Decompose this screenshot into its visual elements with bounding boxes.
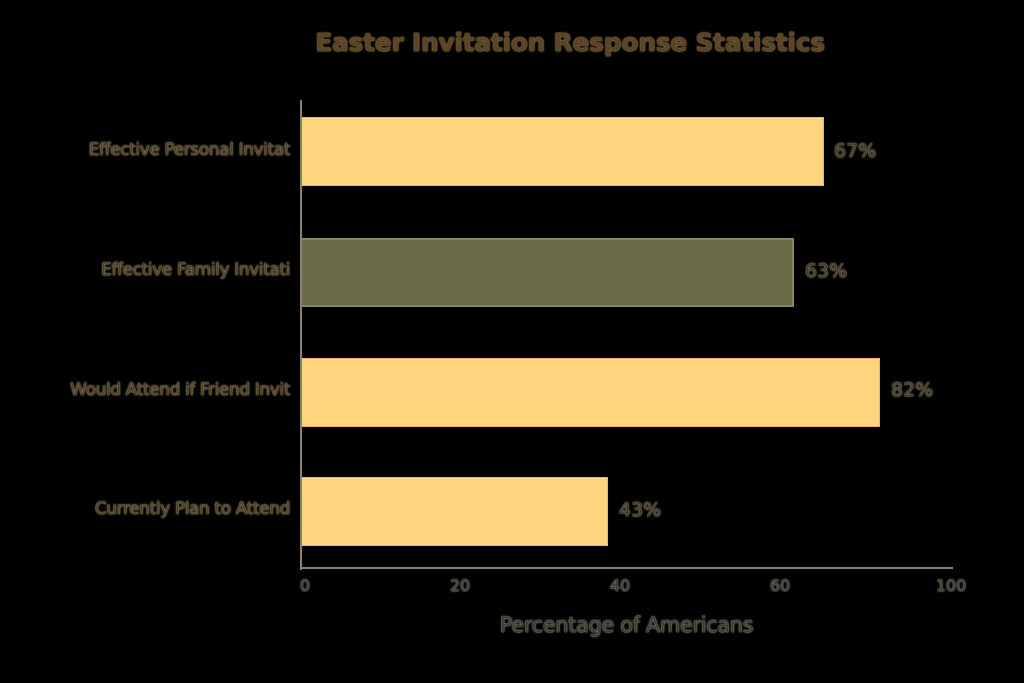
x-tick-label: 60	[769, 576, 791, 595]
value-label: 63%	[805, 260, 848, 282]
category-label: Effective Family Invitati	[101, 260, 290, 280]
category-label: Would Attend if Friend Invit	[70, 380, 290, 400]
x-tick-label: 20	[449, 576, 471, 595]
bar-would-attend-if-friend-invited	[302, 358, 880, 427]
x-tick-label: 40	[609, 576, 631, 595]
bar-effective-family-invitation	[302, 238, 794, 307]
x-axis-line	[300, 567, 953, 569]
x-axis-title: Percentage of Americans	[499, 613, 754, 637]
bar-currently-plan-to-attend	[302, 477, 608, 546]
bar-effective-personal-invitation	[302, 117, 824, 186]
y-axis-line	[300, 100, 302, 570]
category-label: Effective Personal Invitat	[88, 140, 291, 160]
chart-title: Easter Invitation Response Statistics	[315, 28, 825, 57]
category-label: Currently Plan to Attend	[94, 499, 291, 519]
x-tick-label: 100	[935, 576, 967, 595]
value-label: 43%	[619, 499, 662, 521]
x-tick-label: 0	[299, 576, 311, 595]
value-label: 82%	[891, 379, 934, 401]
value-label: 67%	[834, 140, 877, 162]
